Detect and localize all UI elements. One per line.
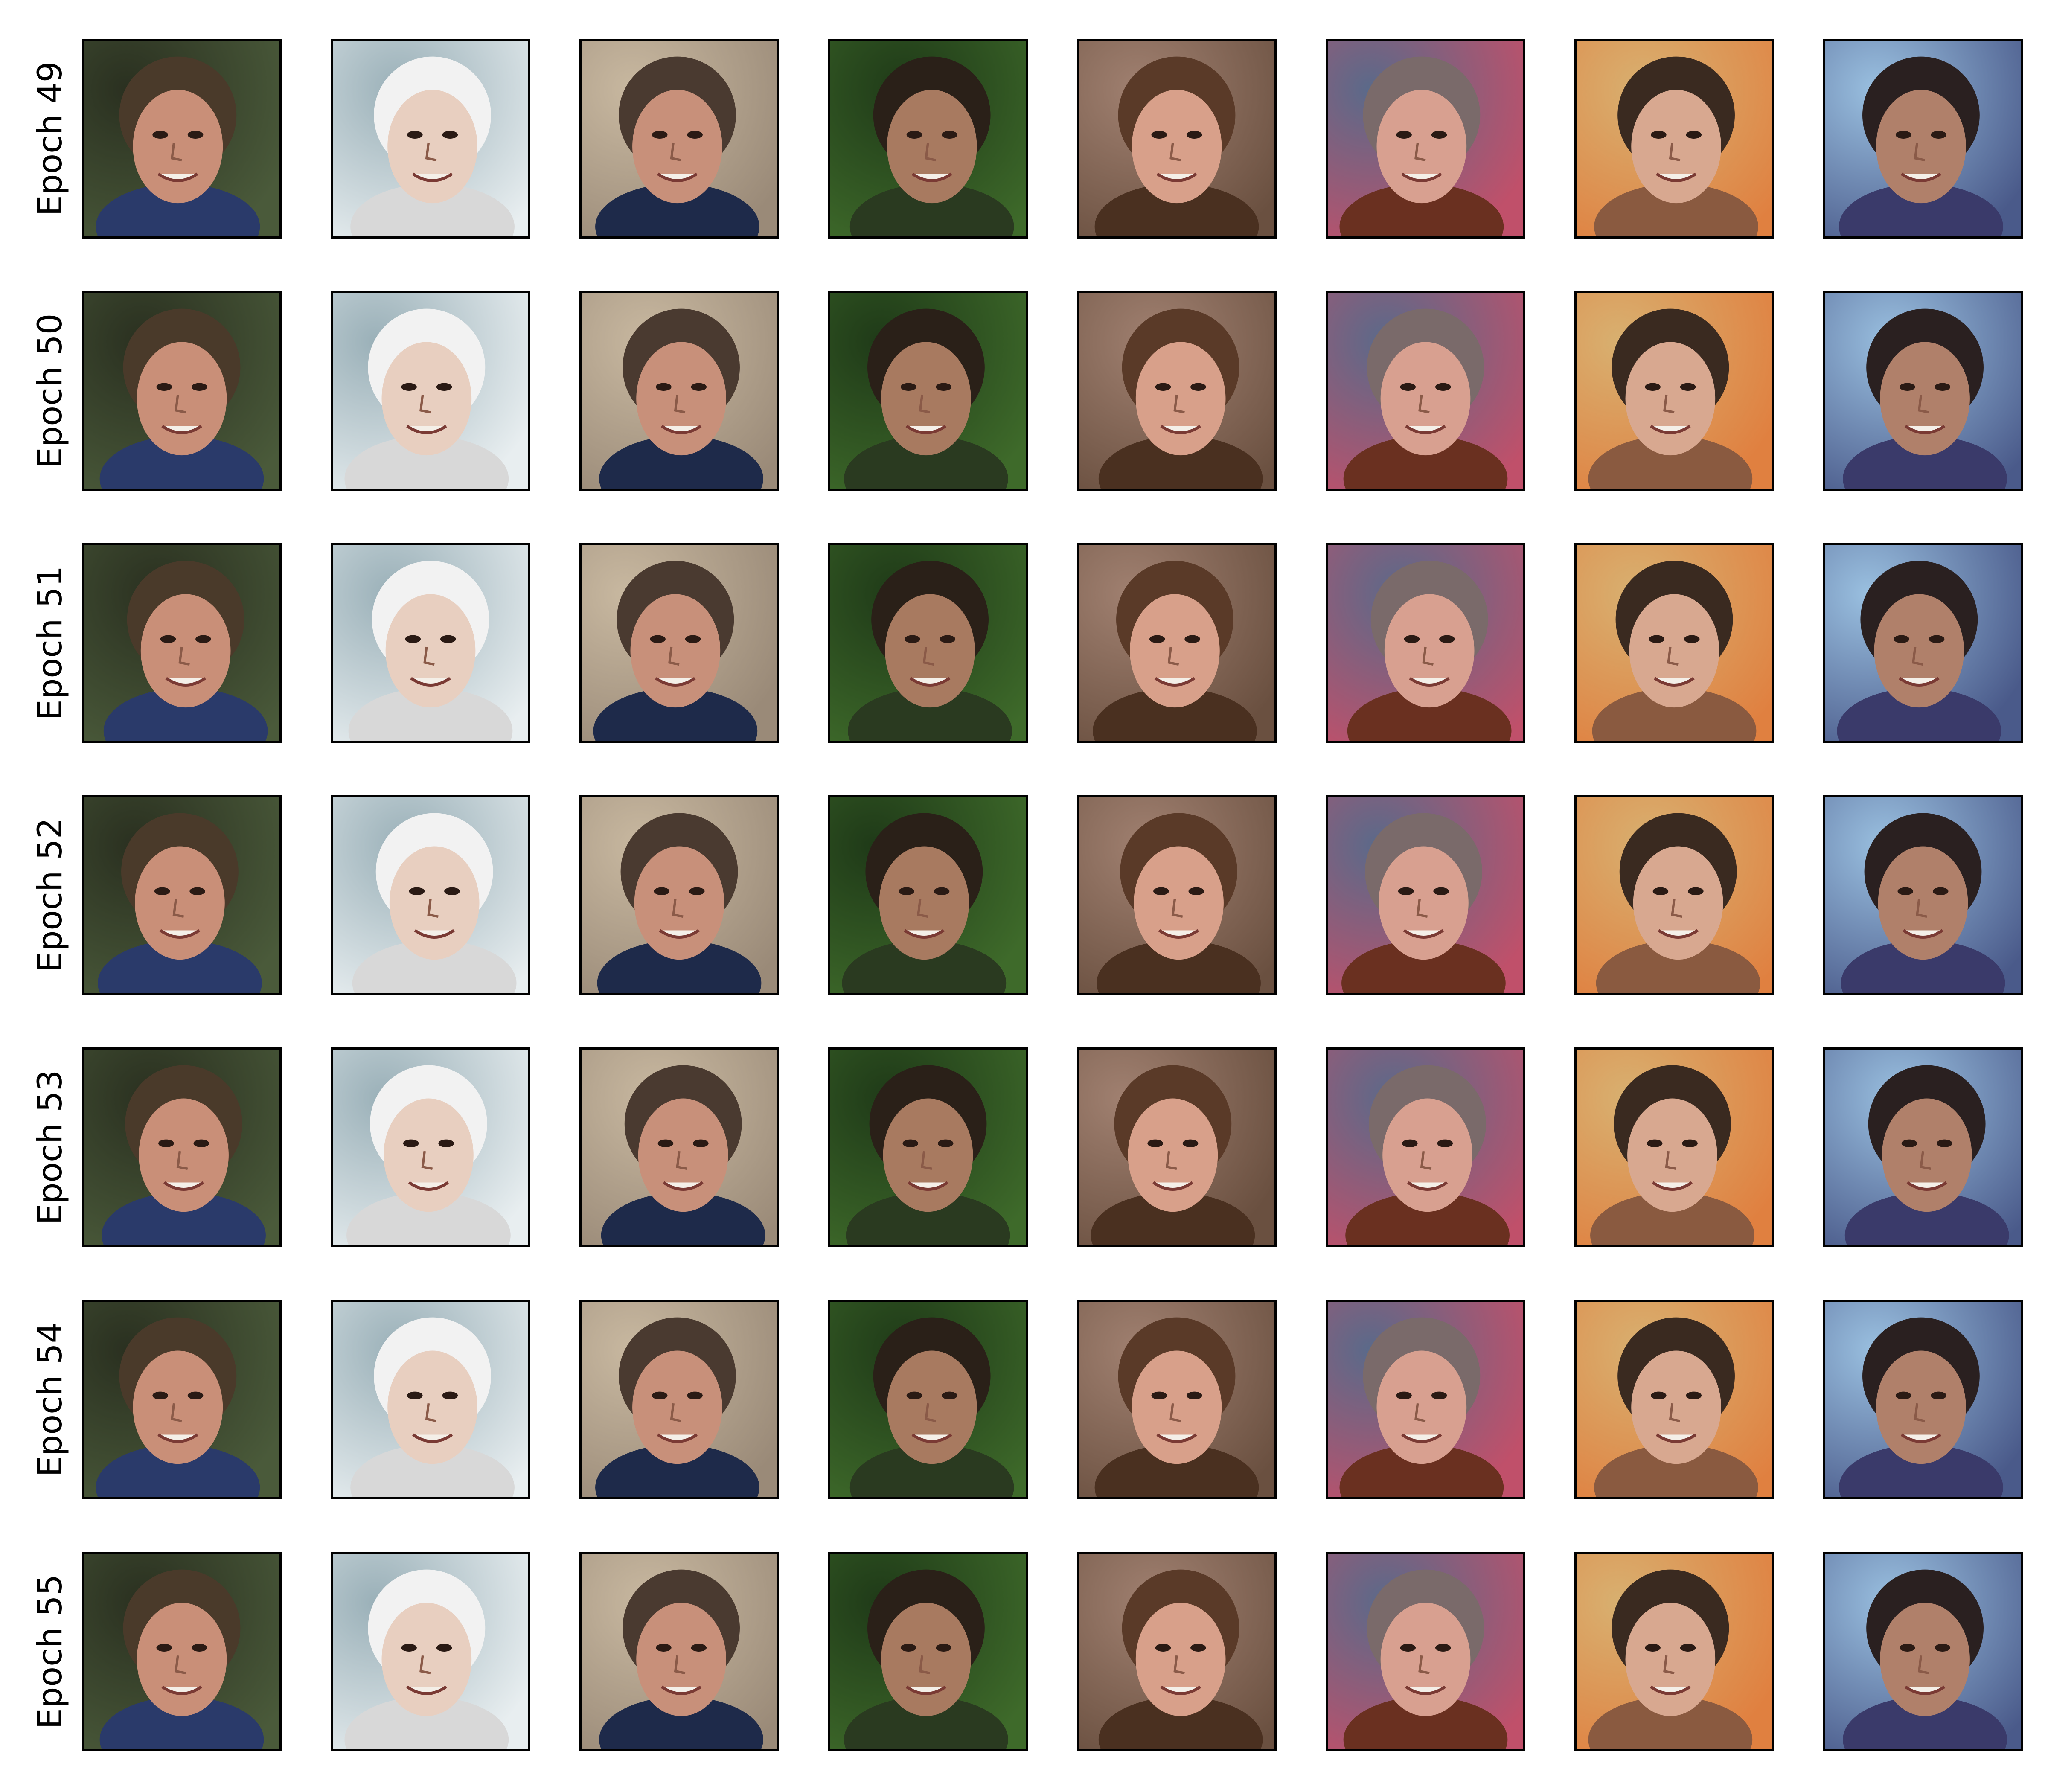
generated-face-image bbox=[1077, 1552, 1277, 1751]
generated-face-image bbox=[1077, 1300, 1277, 1499]
generated-face-image bbox=[828, 1300, 1028, 1499]
generated-face-image bbox=[331, 795, 530, 995]
generated-face-image bbox=[1823, 291, 2023, 491]
generated-face-image bbox=[331, 543, 530, 743]
generated-face-image bbox=[331, 1047, 530, 1247]
generated-face-image bbox=[1574, 39, 1774, 239]
generated-face-image bbox=[1823, 795, 2023, 995]
generated-face-image bbox=[82, 1047, 282, 1247]
generated-face-image bbox=[1574, 543, 1774, 743]
generated-face-image bbox=[331, 291, 530, 491]
row-label-epoch: Epoch 49 bbox=[31, 61, 70, 216]
generated-face-image bbox=[82, 1300, 282, 1499]
generated-face-image bbox=[828, 543, 1028, 743]
generated-face-image bbox=[828, 39, 1028, 239]
generated-face-image bbox=[1077, 795, 1277, 995]
generated-face-image bbox=[1326, 1300, 1525, 1499]
generated-face-image bbox=[1326, 543, 1525, 743]
row-label-epoch: Epoch 54 bbox=[31, 1322, 70, 1477]
generated-face-image bbox=[579, 1300, 779, 1499]
row-label-epoch: Epoch 50 bbox=[31, 313, 70, 468]
generated-face-image bbox=[1823, 1552, 2023, 1751]
generated-face-image bbox=[1574, 1047, 1774, 1247]
generated-face-image bbox=[828, 1552, 1028, 1751]
generated-face-image bbox=[1326, 39, 1525, 239]
generated-face-image bbox=[1077, 1047, 1277, 1247]
generated-face-image bbox=[579, 39, 779, 239]
row-label-epoch: Epoch 51 bbox=[31, 565, 70, 721]
generated-face-image bbox=[579, 795, 779, 995]
generated-face-image bbox=[1077, 291, 1277, 491]
generated-face-image bbox=[828, 795, 1028, 995]
generated-face-image bbox=[82, 795, 282, 995]
generated-face-image bbox=[1574, 795, 1774, 995]
generated-face-image bbox=[1326, 1552, 1525, 1751]
generated-face-image bbox=[1823, 1300, 2023, 1499]
generated-face-image bbox=[579, 1552, 779, 1751]
generated-face-image bbox=[331, 39, 530, 239]
row-label-epoch: Epoch 55 bbox=[31, 1574, 70, 1729]
generated-face-image bbox=[579, 543, 779, 743]
generated-face-image bbox=[1574, 1300, 1774, 1499]
generated-face-image bbox=[1823, 1047, 2023, 1247]
generated-face-image bbox=[1574, 291, 1774, 491]
generated-face-image bbox=[1823, 39, 2023, 239]
generated-face-image bbox=[331, 1552, 530, 1751]
generated-face-image bbox=[579, 291, 779, 491]
generated-face-image bbox=[82, 39, 282, 239]
generated-face-image bbox=[1326, 291, 1525, 491]
generated-face-image bbox=[1823, 543, 2023, 743]
generated-face-image bbox=[1326, 795, 1525, 995]
generated-face-image bbox=[1077, 39, 1277, 239]
generated-face-image bbox=[828, 1047, 1028, 1247]
generated-face-image bbox=[1077, 543, 1277, 743]
generated-face-image bbox=[82, 1552, 282, 1751]
generated-face-image bbox=[1574, 1552, 1774, 1751]
row-label-epoch: Epoch 52 bbox=[31, 817, 70, 973]
row-label-epoch: Epoch 53 bbox=[31, 1070, 70, 1225]
generated-face-image bbox=[1326, 1047, 1525, 1247]
generated-face-image bbox=[579, 1047, 779, 1247]
generated-face-image bbox=[82, 291, 282, 491]
generated-face-image bbox=[331, 1300, 530, 1499]
generated-face-image bbox=[828, 291, 1028, 491]
generated-face-image bbox=[82, 543, 282, 743]
